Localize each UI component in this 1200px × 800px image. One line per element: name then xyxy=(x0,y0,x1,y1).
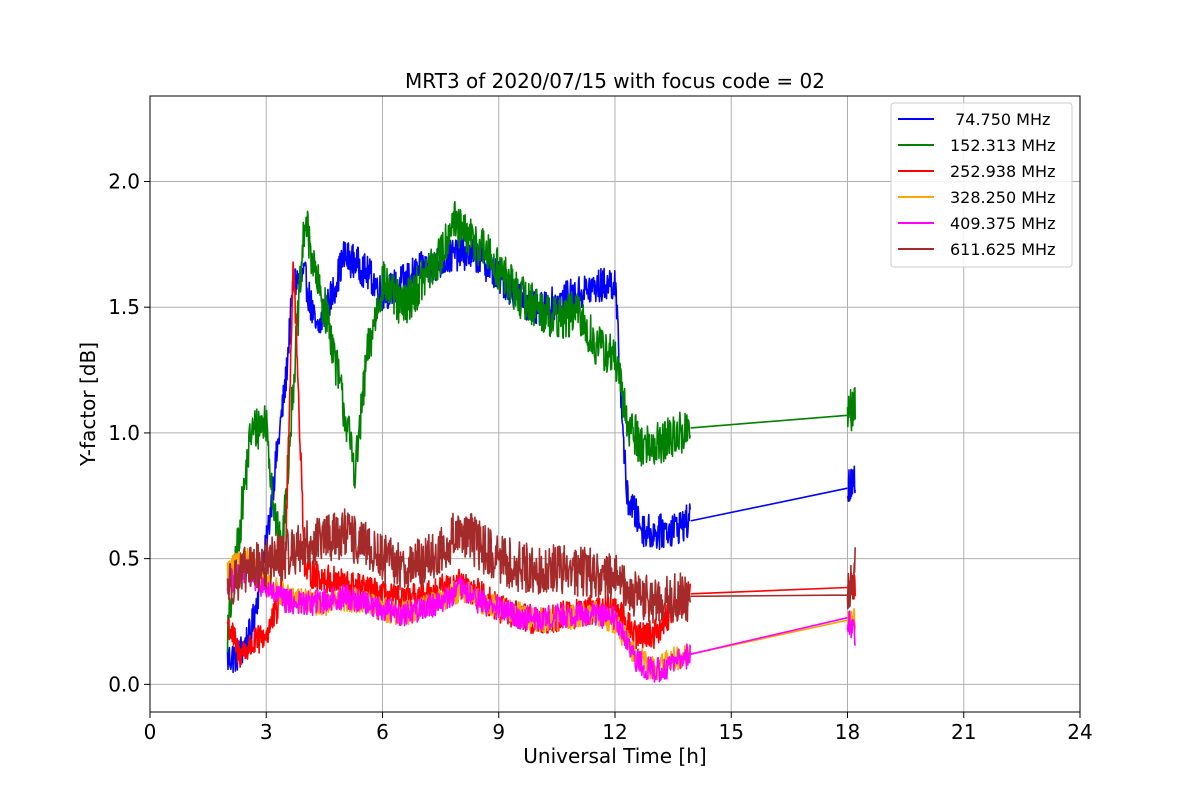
y-tick-label: 0.0 xyxy=(108,672,140,696)
x-tick-label: 24 xyxy=(1067,720,1092,744)
x-axis-ticks: 0 3 6 9 12 15 18 21 24 xyxy=(144,712,1093,744)
x-tick-label: 18 xyxy=(835,720,860,744)
y-tick-label: 1.5 xyxy=(108,295,140,319)
series-line xyxy=(226,201,856,653)
x-tick-label: 9 xyxy=(492,720,505,744)
legend-label: 74.750 MHz xyxy=(950,110,1050,129)
x-tick-label: 21 xyxy=(951,720,976,744)
y-tick-label: 0.5 xyxy=(108,547,140,571)
y-axis-ticks: 0.0 0.5 1.0 1.5 2.0 xyxy=(108,169,150,696)
x-axis-label: Universal Time [h] xyxy=(523,744,706,768)
y-tick-label: 1.0 xyxy=(108,421,140,445)
chart-title: MRT3 of 2020/07/15 with focus code = 02 xyxy=(405,69,825,93)
y-tick-label: 2.0 xyxy=(108,169,140,193)
legend-label: 252.938 MHz xyxy=(950,162,1055,181)
x-tick-label: 15 xyxy=(719,720,744,744)
legend: 74.750 MHz 152.313 MHz 252.938 MHz 328.250 … xyxy=(890,102,1073,268)
y-axis-label: Y-factor [dB] xyxy=(76,342,100,467)
legend-label: 328.250 MHz xyxy=(950,188,1055,207)
series-layer xyxy=(226,201,856,683)
legend-label: 152.313 MHz xyxy=(950,136,1055,155)
x-tick-label: 0 xyxy=(144,720,157,744)
x-tick-label: 6 xyxy=(376,720,389,744)
legend-label: 611.625 MHz xyxy=(950,240,1055,259)
legend-box xyxy=(890,102,1073,268)
series-line xyxy=(226,558,856,683)
legend-label: 409.375 MHz xyxy=(950,214,1055,233)
x-tick-label: 12 xyxy=(602,720,627,744)
x-tick-label: 3 xyxy=(260,720,273,744)
series-line xyxy=(226,508,856,624)
